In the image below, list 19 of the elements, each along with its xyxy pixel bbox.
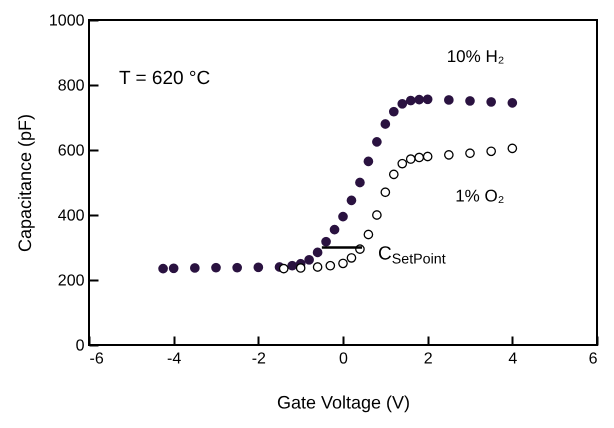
annotation: T = 620 °C xyxy=(119,68,210,89)
y-tick-label: 600 xyxy=(58,142,85,160)
y-tick-label: 800 xyxy=(58,78,85,94)
x-tick-label: 4 xyxy=(508,350,518,368)
annotation: C$_{SetPoint}$ xyxy=(378,244,446,268)
series-label: 10% H₂ xyxy=(446,46,504,66)
series-label: 1% O₂ xyxy=(455,186,504,206)
x-tick-label: 0 xyxy=(339,350,348,368)
y-tick-label: 1000 xyxy=(48,12,85,30)
x-tick-label: -6 xyxy=(90,350,104,368)
y-tick-label: 0 xyxy=(76,338,85,354)
x-tick-label: -4 xyxy=(167,350,182,368)
x-tick-label: 2 xyxy=(424,350,433,368)
x-tick-label: -2 xyxy=(252,350,266,368)
x-tick-label: 6 xyxy=(588,350,598,368)
y-tick-label: 200 xyxy=(58,272,85,290)
y-axis-title: Capacitance (pF) xyxy=(14,114,35,252)
y-tick-label: 400 xyxy=(58,208,85,224)
x-axis-title: Gate Voltage (V) xyxy=(276,392,410,412)
